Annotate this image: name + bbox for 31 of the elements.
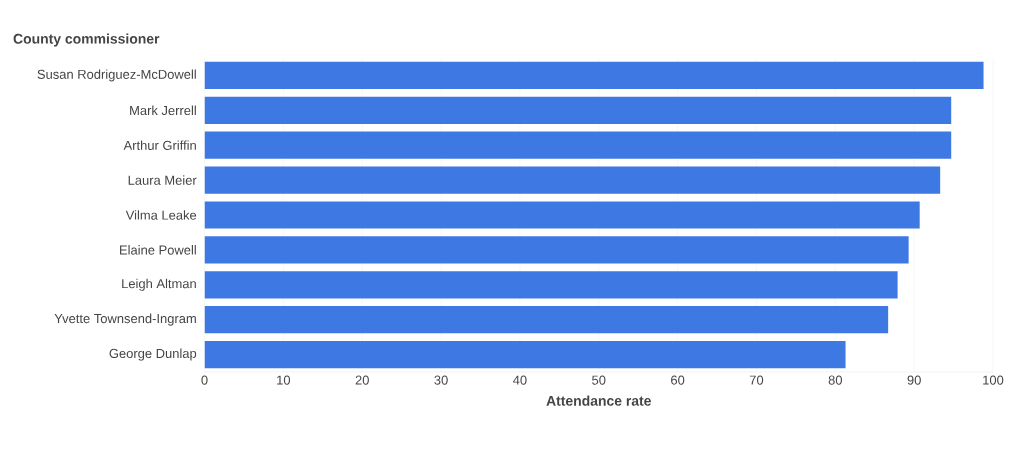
y-tick-label: George Dunlap bbox=[109, 348, 197, 361]
y-tick-label: Elaine Powell bbox=[120, 245, 196, 255]
x-tick-label: 100 bbox=[983, 375, 1004, 385]
x-tick-label: 40 bbox=[513, 375, 527, 385]
y-tick-label: Laura Meier bbox=[128, 175, 197, 185]
x-tick-label: 50 bbox=[592, 375, 606, 385]
x-tick-label: 90 bbox=[907, 375, 921, 385]
x-tick-label: 10 bbox=[277, 375, 291, 385]
x-tick-label: 30 bbox=[434, 375, 448, 385]
x-tick-label: 20 bbox=[355, 375, 369, 385]
bar bbox=[204, 201, 920, 229]
bar bbox=[204, 96, 952, 124]
x-tick-label: 0 bbox=[201, 375, 208, 385]
bar bbox=[204, 236, 909, 264]
x-tick-label: 80 bbox=[828, 375, 843, 385]
bar bbox=[204, 306, 889, 334]
y-tick-label: Yvette Townsend-Ingram bbox=[54, 313, 196, 326]
y-tick-label: Mark Jerrell bbox=[130, 105, 196, 116]
bar bbox=[204, 166, 941, 194]
bar bbox=[204, 340, 846, 369]
bar bbox=[204, 131, 952, 159]
bar bbox=[204, 61, 984, 90]
x-axis-title: Attendance rate bbox=[546, 395, 651, 406]
y-tick-label: Leigh Altman bbox=[122, 278, 196, 291]
y-tick-label: Vilma Leake bbox=[125, 210, 197, 220]
y-axis-title: County commissioner bbox=[13, 33, 160, 47]
y-tick-label: Arthur Griffin bbox=[123, 140, 196, 150]
y-tick-label: Susan Rodriguez-McDowell bbox=[37, 69, 196, 82]
x-tick-label: 60 bbox=[671, 375, 685, 385]
x-tick-label: 70 bbox=[749, 375, 764, 385]
bar bbox=[204, 271, 898, 299]
